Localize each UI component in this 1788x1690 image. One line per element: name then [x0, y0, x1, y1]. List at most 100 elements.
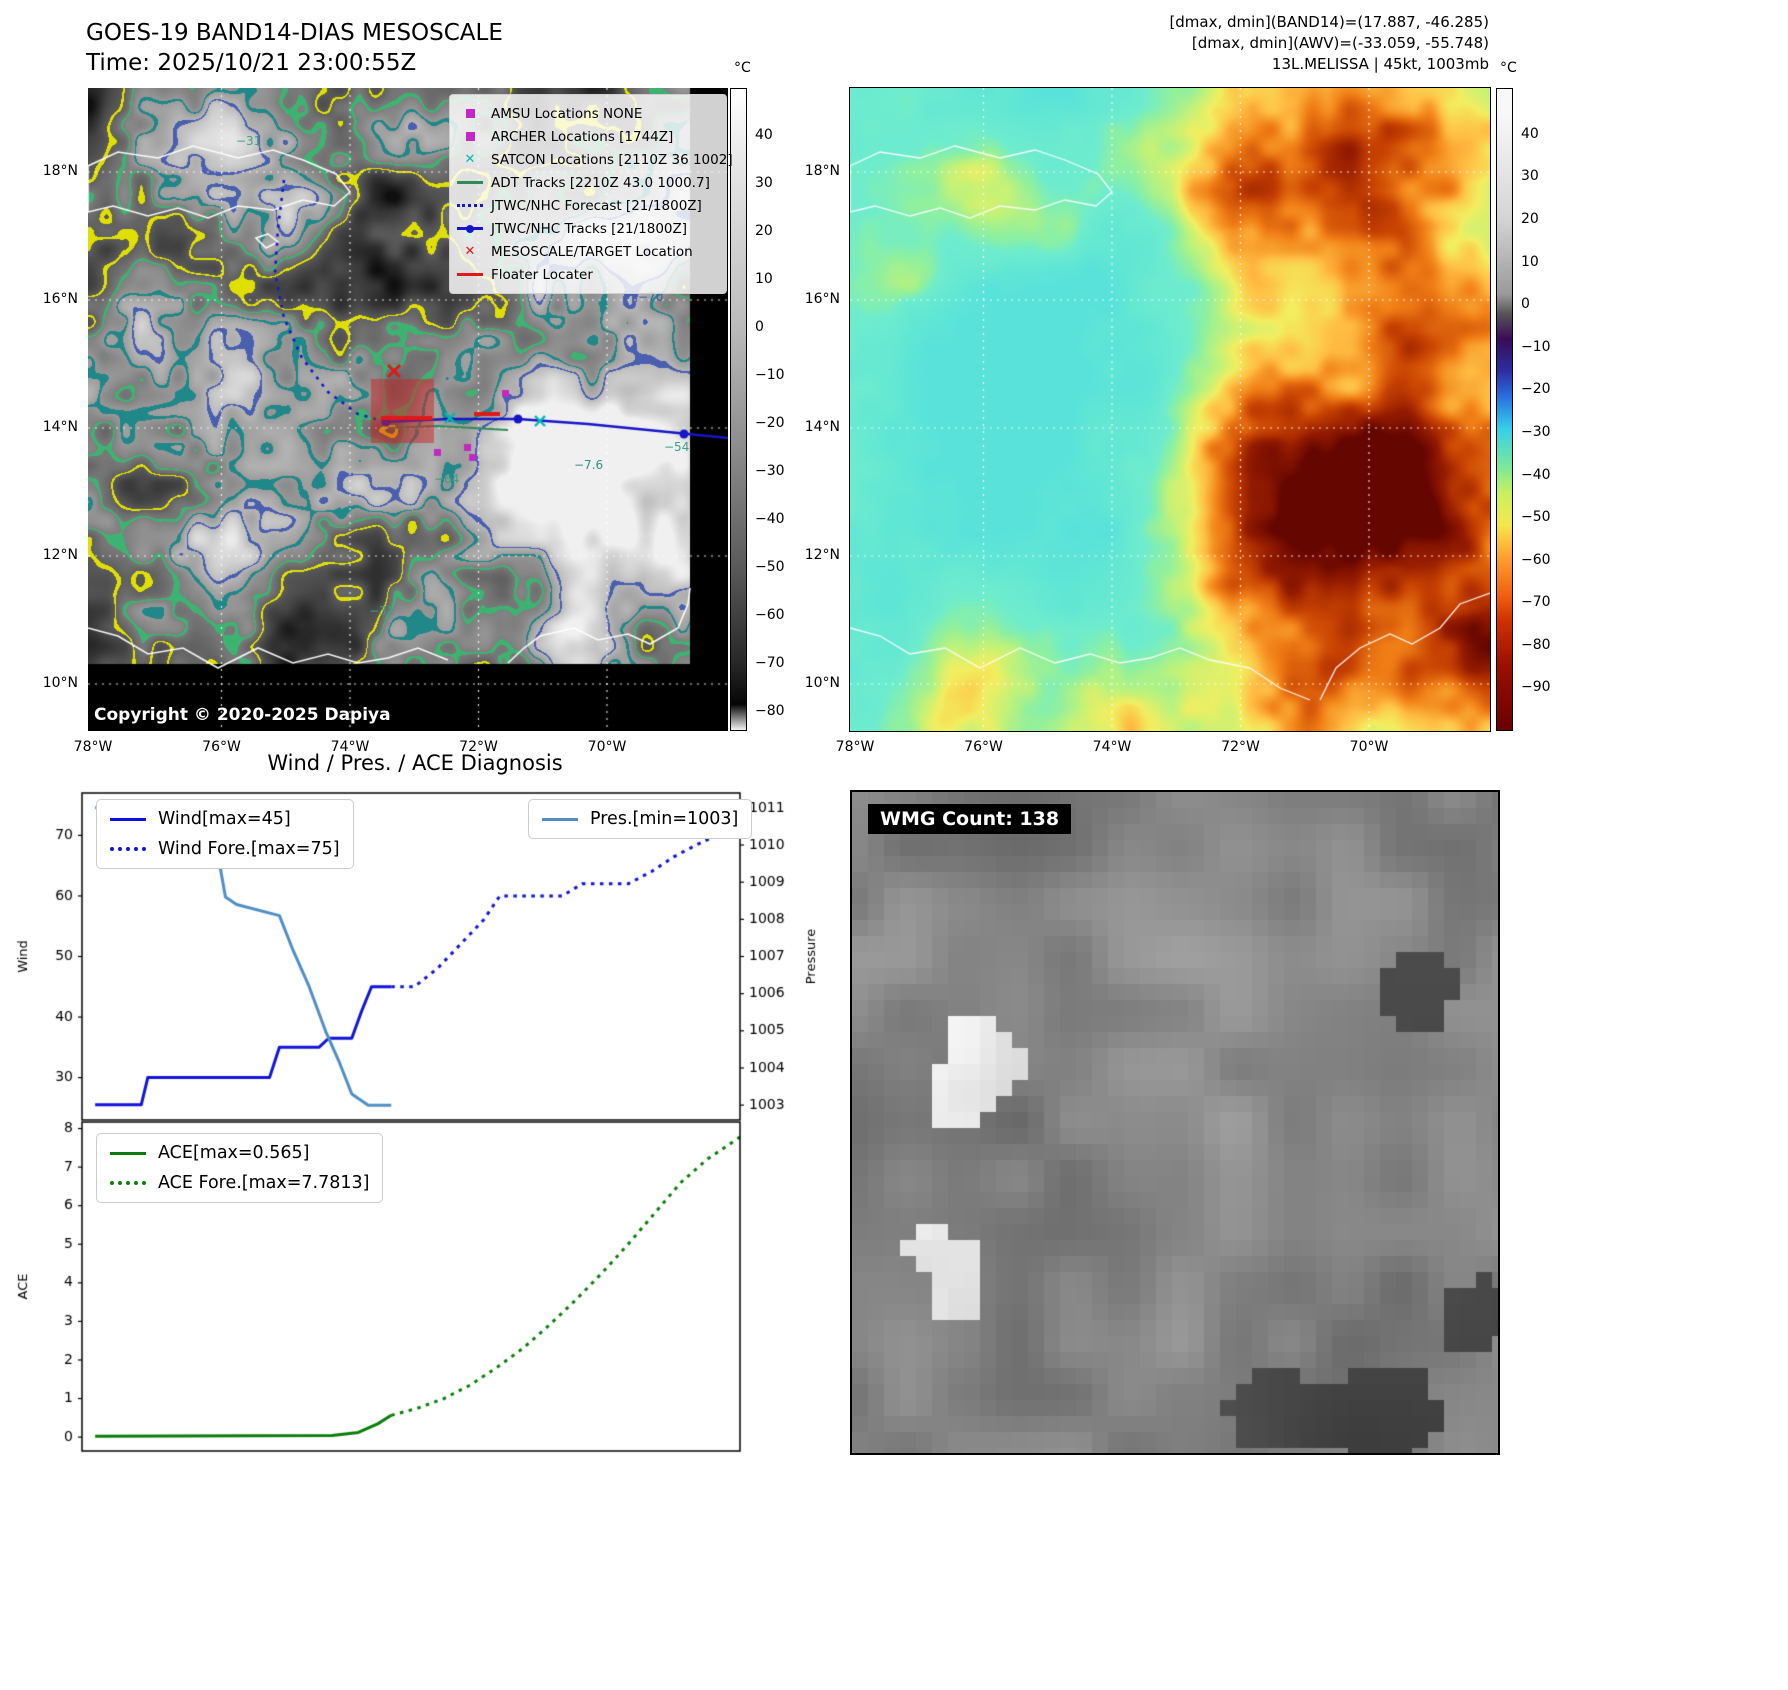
- chart-legend-line-sample: [110, 817, 146, 821]
- square-marker-icon: [456, 132, 484, 141]
- contour-value-label: −54: [664, 440, 690, 454]
- colorbar-tick-label: −20: [1521, 381, 1551, 398]
- colorbar-tick-label: −20: [755, 414, 785, 431]
- chart-legend-line-sample: [110, 847, 146, 851]
- copyright-text: Copyright © 2020-2025 Dapiya: [94, 705, 391, 725]
- colorbar-tick-label: −60: [1521, 551, 1551, 568]
- awv-colorbar: [1496, 88, 1513, 731]
- awv-colorbar-ticks: 40 30 20 10 0 −10 −20 −30 −40 −50 −60 −70 −80 −90: [1519, 88, 1565, 731]
- x-marker-icon: ✕: [464, 244, 476, 259]
- colorbar-tick-label: −50: [1521, 509, 1551, 526]
- lon-tick-label: 70°W: [1349, 739, 1389, 755]
- map-legend-entry: ✕ SATCON Locations [2110Z 36 1002]: [456, 149, 733, 170]
- chart-legend-line-sample: [110, 1181, 146, 1185]
- map-legend-label: JTWC/NHC Tracks [21/1800Z]: [491, 220, 688, 237]
- awv-header: [dmax, dmin](BAND14)=(17.887, -46.285) […: [1000, 12, 1489, 75]
- map-legend-label: ADT Tracks [2210Z 43.0 1000.7]: [491, 174, 710, 191]
- contour-value-label: −7.6: [574, 458, 604, 472]
- colorbar-tick-label: 40: [1521, 125, 1539, 142]
- awv-lat-axis: 18°N 16°N 14°N 12°N 10°N: [786, 88, 844, 731]
- lat-tick-label: 18°N: [42, 163, 78, 179]
- lon-tick-label: 74°W: [1092, 739, 1132, 755]
- line-marker-icon: [456, 181, 484, 184]
- map-legend-label: ARCHER Locations [1744Z]: [491, 128, 674, 145]
- line-marker-icon: [456, 273, 484, 276]
- band14-timestamp: Time: 2025/10/21 23:00:55Z: [86, 50, 417, 76]
- colorbar-tick-label: −40: [1521, 466, 1551, 483]
- colorbar-tick-label: −10: [755, 366, 785, 383]
- band14-colorbar-unit: °C: [734, 60, 751, 76]
- band14-title: GOES-19 BAND14-DIAS MESOSCALE: [86, 20, 503, 46]
- chart-legend-entry: ACE[max=0.565]: [110, 1143, 369, 1163]
- colorbar-tick-label: 0: [1521, 296, 1530, 313]
- awv-lon-axis: 78°W 76°W 74°W 72°W 70°W: [836, 739, 1490, 759]
- chart-legend-entry: Wind Fore.[max=75]: [110, 839, 340, 859]
- awv-header-band14-range: [dmax, dmin](BAND14)=(17.887, -46.285): [1169, 13, 1489, 31]
- chart-legend-label: ACE[max=0.565]: [158, 1143, 310, 1163]
- colorbar-tick-label: −80: [755, 702, 785, 719]
- dotted-marker-icon: [456, 204, 484, 207]
- colorbar-tick-label: −90: [1521, 679, 1551, 696]
- contour-value-label: −31: [236, 134, 262, 148]
- colorbar-tick-label: 40: [755, 126, 773, 143]
- storm-status-line: 13L.MELISSA | 45kt, 1003mb: [1271, 55, 1489, 73]
- lon-tick-label: 74°W: [330, 739, 370, 755]
- awv-colorbar-unit: °C: [1500, 60, 1517, 76]
- band14-lon-axis: 78°W 76°W 74°W 72°W 70°W: [74, 739, 728, 759]
- lat-tick-label: 10°N: [804, 675, 840, 691]
- lon-tick-label: 70°W: [587, 739, 627, 755]
- colorbar-tick-label: −70: [755, 654, 785, 671]
- lon-tick-label: 78°W: [73, 739, 113, 755]
- chart-legend-line-sample: [110, 1151, 146, 1155]
- lat-tick-label: 12°N: [42, 547, 78, 563]
- lon-tick-label: 76°W: [964, 739, 1003, 755]
- chart-legend-entry: Wind[max=45]: [110, 809, 340, 829]
- colorbar-tick-label: −30: [1521, 423, 1551, 440]
- contour-value-label: −64: [434, 472, 460, 486]
- wind-legend: Wind[max=45] Wind Fore.[max=75]: [96, 799, 354, 869]
- map-legend-label: SATCON Locations [2110Z 36 1002]: [491, 151, 733, 168]
- band14-map: −31 −70 −64 −7.6 −54 −31 AMSU Locations NONE A…: [88, 88, 733, 731]
- pressure-legend: Pres.[min=1003]: [528, 799, 753, 839]
- lat-tick-label: 16°N: [804, 291, 840, 307]
- map-legend-label: JTWC/NHC Forecast [21/1800Z]: [491, 197, 702, 214]
- map-legend-label: Floater Locater: [491, 266, 593, 283]
- wmg-image: [852, 792, 1498, 1453]
- awv-map: [849, 87, 1491, 732]
- wmg-panel: WMG Count: 138: [850, 790, 1500, 1455]
- x-marker-icon: ✕: [464, 152, 476, 167]
- colorbar-tick-label: 10: [755, 270, 773, 287]
- line-marker-marker-icon: [456, 225, 484, 233]
- chart-legend-label: Wind[max=45]: [158, 809, 291, 829]
- lat-tick-label: 14°N: [42, 419, 78, 435]
- band14-map-legend: AMSU Locations NONE ARCHER Locations [174…: [449, 94, 733, 294]
- map-legend-entry: JTWC/NHC Tracks [21/1800Z]: [456, 218, 720, 239]
- diagnosis-title: Wind / Pres. / ACE Diagnosis: [267, 751, 563, 775]
- colorbar-tick-label: 30: [1521, 168, 1539, 185]
- map-legend-entry: ARCHER Locations [1744Z]: [456, 126, 720, 147]
- awv-header-awv-range: [dmax, dmin](AWV)=(-33.059, -55.748): [1191, 34, 1489, 52]
- colorbar-tick-label: 20: [1521, 211, 1539, 227]
- colorbar-tick-label: −70: [1521, 594, 1551, 611]
- chart-legend-label: Pres.[min=1003]: [590, 809, 739, 829]
- colorbar-tick-label: −40: [755, 510, 785, 527]
- lat-tick-label: 14°N: [804, 419, 840, 435]
- chart-legend-line-sample: [542, 817, 578, 821]
- chart-legend-label: Wind Fore.[max=75]: [158, 839, 340, 859]
- lon-tick-label: 78°W: [835, 739, 875, 755]
- map-legend-entry: ADT Tracks [2210Z 43.0 1000.7]: [456, 172, 720, 193]
- colorbar-tick-label: 20: [755, 222, 773, 239]
- band14-lat-axis: 18°N 16°N 14°N 12°N 10°N: [24, 88, 82, 731]
- map-legend-entry: AMSU Locations NONE: [456, 103, 720, 124]
- map-legend-entry: ✕ MESOSCALE/TARGET Location: [456, 241, 720, 262]
- contour-value-label: −31: [369, 604, 395, 618]
- map-legend-entry: JTWC/NHC Forecast [21/1800Z]: [456, 195, 720, 216]
- map-legend-label: MESOSCALE/TARGET Location: [491, 243, 693, 260]
- lat-tick-label: 18°N: [804, 163, 840, 179]
- colorbar-tick-label: −60: [755, 606, 785, 623]
- square-marker-icon: [456, 109, 484, 118]
- chart-legend-entry: Pres.[min=1003]: [542, 809, 738, 829]
- wmg-count-badge: WMG Count: 138: [868, 804, 1072, 834]
- colorbar-tick-label: −30: [755, 462, 785, 479]
